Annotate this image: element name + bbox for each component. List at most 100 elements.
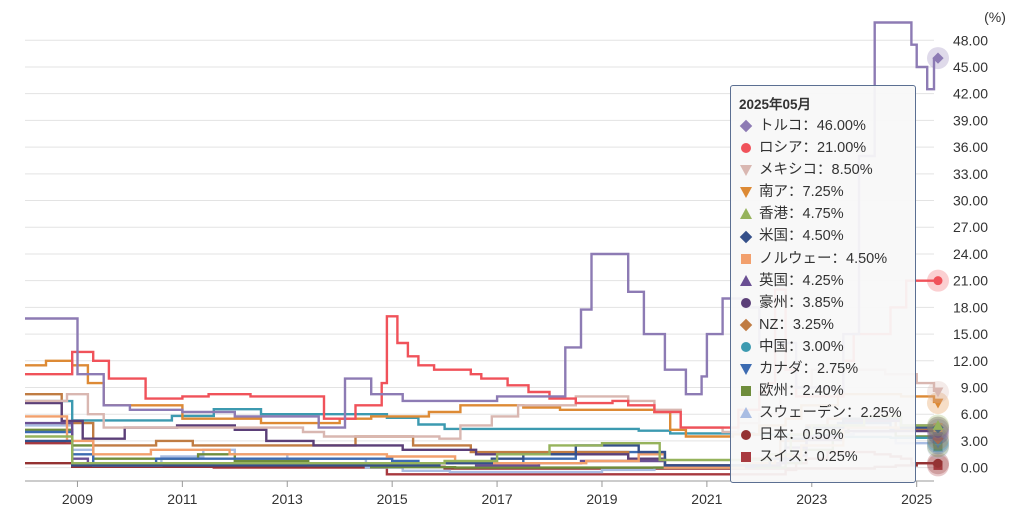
- y-tick-label: 9.00: [961, 380, 988, 396]
- end-marker-日本: [933, 458, 943, 468]
- tooltip-rows: トルコ：46.00% ロシア：21.00% メキシコ：8.50% 南ア：7.25% 香港…: [739, 115, 907, 469]
- circle-icon: [741, 297, 751, 308]
- tooltip: 2025年05月 トルコ：46.00% ロシア：21.00% メキシコ：8.50% 南…: [730, 85, 916, 483]
- tooltip-row: 英国：4.25%: [739, 270, 907, 292]
- triangle-up-icon: [740, 407, 752, 419]
- tooltip-row-label: 南ア：7.25%: [759, 184, 844, 201]
- tooltip-row: 米国：4.50%: [739, 225, 907, 247]
- x-tick-label: 2011: [167, 491, 197, 507]
- x-tick-label: 2019: [586, 491, 617, 507]
- triangle-down-icon: [740, 364, 752, 376]
- x-tick-label: 2023: [796, 491, 827, 507]
- tooltip-row: スイス：0.25%: [739, 446, 907, 468]
- tooltip-row-label: 豪州：3.85%: [759, 294, 844, 311]
- unit-label: (%): [984, 9, 1006, 25]
- legend-symbol-diamond: [739, 318, 753, 332]
- diamond-icon: [739, 119, 753, 133]
- square-icon: [741, 452, 751, 463]
- x-tick-label: 2017: [481, 491, 512, 507]
- tooltip-row: 中国：3.00%: [739, 336, 907, 358]
- tooltip-row-label: スイス：0.25%: [759, 449, 858, 466]
- legend-symbol-circle: [741, 297, 751, 308]
- y-tick-label: 21.00: [953, 273, 988, 289]
- y-tick-label: 12.00: [953, 353, 988, 369]
- legend-symbol-triangle-down: [740, 165, 752, 177]
- tooltip-row-label: スウェーデン：2.25%: [759, 405, 902, 422]
- x-tick-label: 2013: [272, 491, 303, 507]
- x-tick-label: 2009: [62, 491, 93, 507]
- legend-symbol-circle: [741, 341, 751, 352]
- x-tick-label: 2025: [901, 491, 932, 507]
- diamond-icon: [739, 318, 753, 332]
- triangle-down-icon: [740, 187, 752, 199]
- tooltip-row: 豪州：3.85%: [739, 292, 907, 314]
- y-tick-label: 45.00: [953, 59, 988, 75]
- tooltip-row-label: 中国：3.00%: [759, 338, 844, 355]
- tooltip-row: NZ：3.25%: [739, 314, 907, 336]
- end-marker-トルコ: [932, 52, 944, 64]
- tooltip-title: 2025年05月: [739, 97, 812, 112]
- tooltip-row-label: カナダ：2.75%: [759, 361, 859, 378]
- legend-symbol-triangle-up: [740, 274, 752, 286]
- y-tick-label: 0.00: [961, 460, 988, 476]
- legend-symbol-square: [741, 452, 751, 463]
- tooltip-row: メキシコ：8.50%: [739, 159, 907, 181]
- legend-symbol-triangle-up: [740, 208, 752, 220]
- y-axis: 0.00 3.00 6.00 9.00 12.00 15.00 18.00 21.00 24.0…: [953, 32, 988, 475]
- legend-symbol-square: [741, 386, 751, 397]
- tooltip-row-label: ノルウェー：4.50%: [759, 250, 888, 267]
- tooltip-row-label: 日本：0.50%: [759, 427, 844, 444]
- triangle-up-icon: [740, 208, 752, 220]
- square-icon: [741, 386, 751, 397]
- tooltip-row: 南ア：7.25%: [739, 181, 907, 203]
- y-tick-label: 15.00: [953, 326, 988, 342]
- tooltip-row: ロシア：21.00%: [739, 137, 907, 159]
- y-tick-label: 27.00: [953, 219, 988, 235]
- tooltip-row-label: NZ：3.25%: [759, 316, 834, 333]
- square-icon: [741, 253, 751, 264]
- circle-icon: [741, 143, 751, 154]
- tooltip-row-label: 欧州：2.40%: [759, 383, 844, 400]
- x-tick-label: 2021: [691, 491, 722, 507]
- legend-symbol-circle: [741, 430, 751, 441]
- tooltip-row-label: ロシア：21.00%: [759, 140, 867, 157]
- tooltip-row-label: 英国：4.25%: [759, 272, 844, 289]
- end-marker-南ア: [932, 398, 944, 409]
- legend-symbol-triangle-up: [740, 407, 752, 419]
- legend-symbol-circle: [741, 143, 751, 154]
- tooltip-row-label: トルコ：46.00%: [759, 118, 866, 134]
- tooltip-row: トルコ：46.00%: [739, 115, 907, 137]
- triangle-down-icon: [740, 165, 752, 177]
- end-markers: [927, 47, 949, 477]
- legend-symbol-diamond: [739, 119, 753, 133]
- end-marker-ロシア: [933, 276, 943, 286]
- legend-symbol-diamond: [739, 230, 753, 243]
- tooltip-row: スウェーデン：2.25%: [739, 402, 907, 424]
- end-marker-香港: [932, 419, 944, 430]
- y-tick-label: 18.00: [953, 299, 988, 315]
- y-tick-label: 36.00: [953, 139, 988, 155]
- y-tick-label: 33.00: [953, 166, 988, 182]
- tooltip-row: カナダ：2.75%: [739, 358, 907, 380]
- legend-symbol-triangle-down: [740, 187, 752, 199]
- y-tick-label: 30.00: [953, 193, 988, 209]
- legend-symbol-square: [741, 253, 751, 264]
- y-tick-label: 3.00: [961, 433, 988, 449]
- tooltip-row: 日本：0.50%: [739, 424, 907, 446]
- y-tick-label: 42.00: [953, 86, 988, 102]
- y-tick-label: 24.00: [953, 246, 988, 262]
- x-axis: 2009 2011 2013 2015 2017 2019 2021 2023 2025: [25, 480, 934, 507]
- tooltip-row-label: メキシコ：8.50%: [759, 162, 873, 179]
- x-tick-label: 2015: [377, 491, 408, 507]
- tooltip-row-label: 香港：4.75%: [759, 206, 844, 223]
- tooltip-row: 香港：4.75%: [739, 203, 907, 225]
- tooltip-row: 欧州：2.40%: [739, 380, 907, 402]
- y-tick-label: 39.00: [953, 112, 988, 128]
- tooltip-row: ノルウェー：4.50%: [739, 248, 907, 270]
- circle-icon: [741, 341, 751, 352]
- y-tick-label: 6.00: [961, 406, 988, 422]
- circle-icon: [741, 430, 751, 441]
- legend-symbol-triangle-down: [740, 364, 752, 376]
- end-marker-メキシコ: [932, 387, 944, 398]
- diamond-icon: [739, 230, 753, 243]
